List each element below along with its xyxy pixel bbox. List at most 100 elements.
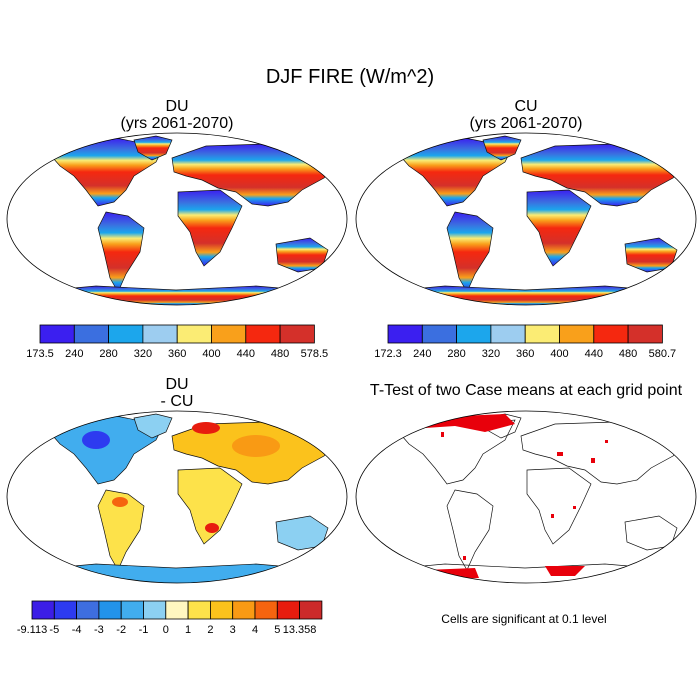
panel-title-ttest: T-Test of two Case means at each grid po… <box>369 382 683 399</box>
colorbar-label: -9.113 <box>17 624 47 636</box>
africa <box>526 189 592 267</box>
colorbar-label: 400 <box>550 348 568 360</box>
colorbar-swatch <box>76 600 100 620</box>
significant-cells-antarctica-east <box>545 566 585 576</box>
eurasia <box>520 421 686 485</box>
south-america <box>446 489 494 571</box>
colorbar-label: 0 <box>163 624 169 636</box>
map-du <box>6 132 348 306</box>
colorbar-label: 4 <box>252 624 258 636</box>
colorbar-swatch <box>209 600 234 620</box>
colorbar-swatch <box>254 600 278 620</box>
colorbar-swatch <box>165 600 189 620</box>
colorbar-label: 578.5 <box>301 348 329 360</box>
south-america <box>97 211 145 293</box>
africa <box>177 189 243 267</box>
antarctica <box>19 285 337 305</box>
significant-cell <box>463 556 466 560</box>
colorbar-label: 440 <box>585 348 603 360</box>
colorbar-du: 173.5 240 280 320 360 400 440 480 578.5 <box>26 324 329 360</box>
colorbar-label: -5 <box>49 624 59 636</box>
colorbar-swatch <box>232 600 256 620</box>
colorbar-label: 480 <box>271 348 289 360</box>
colorbar-swatch <box>559 324 595 344</box>
colorbar-swatch <box>73 324 109 344</box>
significant-cell <box>441 432 444 437</box>
colorbar-swatch <box>627 324 663 344</box>
colorbar-swatch <box>39 324 75 344</box>
colorbar-label: 240 <box>413 348 431 360</box>
colorbar-label: 360 <box>516 348 534 360</box>
colorbar-swatch <box>593 324 629 344</box>
colorbar-swatch <box>211 324 247 344</box>
antarctica <box>368 285 686 305</box>
colorbar-label: 240 <box>65 348 83 360</box>
colorbar-label: 320 <box>134 348 152 360</box>
significant-cell <box>605 440 608 443</box>
colorbar-swatch <box>53 600 77 620</box>
panel-title-du-name: DU <box>165 98 189 115</box>
north-america <box>45 137 167 207</box>
colorbar-swatch <box>108 324 144 344</box>
colorbar-label: -2 <box>116 624 126 636</box>
anomaly-canada-cold <box>82 431 110 449</box>
colorbar-swatch <box>245 324 281 344</box>
colorbar-label: -3 <box>94 624 104 636</box>
anomaly-southafrica-warm <box>205 523 219 533</box>
colorbar-swatch <box>98 600 122 620</box>
significant-cell <box>573 506 576 509</box>
colorbar-cu: 172.3 240 280 320 360 400 440 480 580.7 <box>374 324 677 360</box>
colorbar-label: 280 <box>447 348 465 360</box>
colorbar-swatch <box>276 600 300 620</box>
colorbar-swatch <box>421 324 457 344</box>
colorbar-label: 2 <box>207 624 213 636</box>
colorbar-swatch <box>456 324 492 344</box>
colorbar-swatch <box>176 324 212 344</box>
panel-title-du: DU (yrs 2061-2070) <box>97 98 257 132</box>
colorbar-label: 1 <box>185 624 191 636</box>
colorbar-label: -4 <box>72 624 82 636</box>
colorbar-swatch <box>143 600 167 620</box>
colorbar-label: 280 <box>99 348 117 360</box>
colorbar-swatch <box>387 324 423 344</box>
australia <box>275 515 329 551</box>
greenland <box>133 135 173 161</box>
colorbar-label: 480 <box>619 348 637 360</box>
africa <box>177 467 243 545</box>
panel-title-diff-minus: - CU <box>160 393 194 410</box>
colorbar-swatch <box>187 600 211 620</box>
australia <box>624 237 678 273</box>
colorbar-swatch <box>31 600 55 620</box>
south-america <box>97 489 145 571</box>
colorbar-diff: -9.113 -5 -4 -3 -2 -1 0 1 2 3 4 5 13.358 <box>17 600 323 636</box>
colorbar-label: 580.7 <box>649 348 677 360</box>
australia <box>275 237 329 273</box>
colorbar-label: 172.3 <box>374 348 402 360</box>
colorbar-label: 5 <box>274 624 280 636</box>
colorbar-label: -1 <box>139 624 149 636</box>
colorbar-swatch <box>142 324 178 344</box>
significant-cell <box>591 458 595 463</box>
greenland <box>133 413 173 439</box>
map-diff <box>6 410 348 584</box>
colorbar-swatch <box>120 600 144 620</box>
north-america <box>45 415 167 485</box>
antarctica <box>368 563 686 583</box>
panel-title-diff: DU - CU <box>97 376 257 410</box>
north-america <box>394 137 516 207</box>
colorbar-swatch <box>279 324 315 344</box>
colorbar-label: 400 <box>202 348 220 360</box>
colorbar-swatch <box>299 600 323 620</box>
panel-title-diff-name: DU <box>165 376 189 393</box>
panel-title-du-years: (yrs 2061-2070) <box>120 115 234 132</box>
anomaly-arctic-warm <box>192 422 220 434</box>
colorbar-label: 13.358 <box>283 624 317 636</box>
greenland <box>482 135 522 161</box>
figure-title: DJF FIRE (W/m^2) <box>265 66 435 88</box>
colorbar-label: 3 <box>230 624 236 636</box>
colorbar-swatch <box>490 324 526 344</box>
colorbar-label: 320 <box>482 348 500 360</box>
anomaly-siberia-warm <box>232 435 280 457</box>
significance-note: Cells are significant at 0.1 level <box>441 612 607 626</box>
panel-title-cu-name: CU <box>514 98 538 115</box>
